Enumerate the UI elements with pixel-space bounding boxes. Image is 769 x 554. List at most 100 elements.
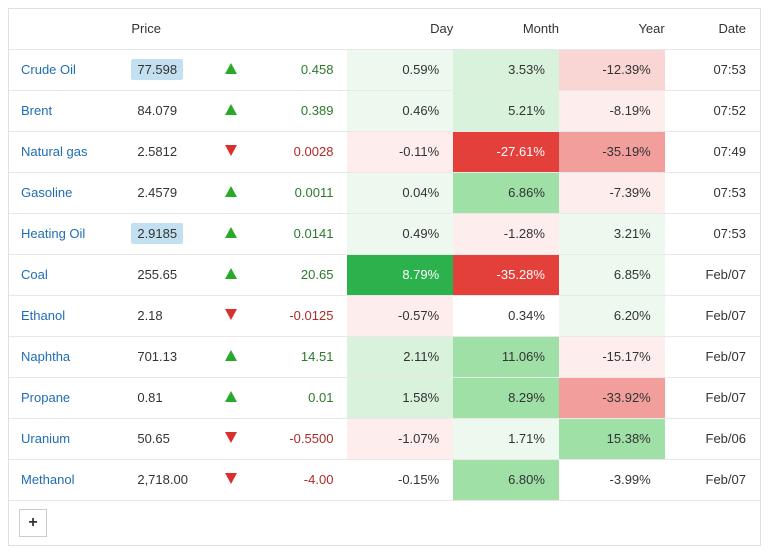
- month-pct: 8.29%: [453, 378, 559, 418]
- day-pct: 8.79%: [347, 255, 453, 295]
- col-header-date[interactable]: Date: [665, 9, 760, 49]
- change-value: 14.51: [252, 336, 347, 377]
- arrow-down-icon: [225, 432, 237, 443]
- table-header-row: Price Day Month Year Date: [9, 9, 760, 49]
- arrow-down-icon: [225, 145, 237, 156]
- month-pct: 1.71%: [453, 419, 559, 459]
- arrow-down-icon: [225, 473, 237, 484]
- col-header-arrow: [210, 9, 252, 49]
- month-pct: -35.28%: [453, 255, 559, 295]
- arrow-up-icon: [225, 391, 237, 402]
- year-pct: 6.20%: [559, 296, 665, 336]
- price-value: 2.5812: [131, 141, 183, 162]
- year-pct: 6.85%: [559, 255, 665, 295]
- date-value: Feb/06: [665, 418, 760, 459]
- change-value: 0.0028: [252, 131, 347, 172]
- change-value: -4.00: [252, 459, 347, 500]
- commodity-link[interactable]: Crude Oil: [21, 62, 76, 77]
- commodity-link[interactable]: Natural gas: [21, 144, 87, 159]
- change-value: 0.458: [252, 49, 347, 90]
- commodity-link[interactable]: Uranium: [21, 431, 70, 446]
- day-pct: 0.59%: [347, 50, 453, 90]
- month-pct: 5.21%: [453, 91, 559, 131]
- commodity-link[interactable]: Propane: [21, 390, 70, 405]
- change-value: -0.0125: [252, 295, 347, 336]
- col-header-day[interactable]: Day: [347, 9, 453, 49]
- day-pct: 2.11%: [347, 337, 453, 377]
- add-button[interactable]: +: [19, 509, 47, 537]
- month-pct: 0.34%: [453, 296, 559, 336]
- year-pct: 15.38%: [559, 419, 665, 459]
- price-value: 2.4579: [131, 182, 183, 203]
- arrow-up-icon: [225, 268, 237, 279]
- arrow-up-icon: [225, 63, 237, 74]
- month-pct: 6.86%: [453, 173, 559, 213]
- price-value: 2.9185: [131, 223, 183, 244]
- date-value: 07:53: [665, 49, 760, 90]
- month-pct: -1.28%: [453, 214, 559, 254]
- commodity-link[interactable]: Methanol: [21, 472, 74, 487]
- day-pct: -0.15%: [347, 460, 453, 500]
- price-value: 0.81: [131, 387, 168, 408]
- day-pct: 0.46%: [347, 91, 453, 131]
- price-value: 77.598: [131, 59, 183, 80]
- price-value: 84.079: [131, 100, 183, 121]
- date-value: Feb/07: [665, 254, 760, 295]
- table-row: Heating Oil2.91850.01410.49%-1.28%3.21%0…: [9, 213, 760, 254]
- table-row: Naphtha 701.13 14.512.11%11.06%-15.17%Feb/…: [9, 336, 760, 377]
- date-value: 07:53: [665, 213, 760, 254]
- change-value: 0.0011: [252, 172, 347, 213]
- date-value: Feb/07: [665, 295, 760, 336]
- price-value: 701.13: [131, 346, 183, 367]
- date-value: 07:52: [665, 90, 760, 131]
- day-pct: 0.04%: [347, 173, 453, 213]
- month-pct: 11.06%: [453, 337, 559, 377]
- arrow-up-icon: [225, 104, 237, 115]
- commodity-link[interactable]: Ethanol: [21, 308, 65, 323]
- day-pct: 0.49%: [347, 214, 453, 254]
- date-value: 07:53: [665, 172, 760, 213]
- commodity-link[interactable]: Naphtha: [21, 349, 70, 364]
- col-header-year[interactable]: Year: [559, 9, 665, 49]
- date-value: 07:49: [665, 131, 760, 172]
- col-header-price[interactable]: Price: [125, 9, 210, 49]
- col-header-month[interactable]: Month: [453, 9, 559, 49]
- commodities-table-container: Price Day Month Year Date Crude Oil 77.59…: [8, 8, 761, 546]
- month-pct: -27.61%: [453, 132, 559, 172]
- date-value: Feb/07: [665, 377, 760, 418]
- table-row: Natural gas2.58120.0028-0.11%-27.61%-35.…: [9, 131, 760, 172]
- table-row: Uranium50.65-0.5500-1.07%1.71%15.38%Feb/…: [9, 418, 760, 459]
- table-row: Methanol2,718.00-4.00-0.15%6.80%-3.99%Fe…: [9, 459, 760, 500]
- arrow-up-icon: [225, 350, 237, 361]
- table-row: Ethanol 2.18 -0.0125-0.57%0.34%6.20%Feb/07: [9, 295, 760, 336]
- commodity-link[interactable]: Gasoline: [21, 185, 72, 200]
- table-row: Coal 255.65 20.658.79%-35.28%6.85%Feb/07: [9, 254, 760, 295]
- commodity-link[interactable]: Coal: [21, 267, 48, 282]
- day-pct: -0.57%: [347, 296, 453, 336]
- change-value: -0.5500: [252, 418, 347, 459]
- date-value: Feb/07: [665, 336, 760, 377]
- year-pct: -15.17%: [559, 337, 665, 377]
- year-pct: -8.19%: [559, 91, 665, 131]
- col-header-name[interactable]: [9, 9, 125, 49]
- arrow-up-icon: [225, 186, 237, 197]
- table-row: Brent84.0790.3890.46%5.21%-8.19%07:52: [9, 90, 760, 131]
- commodity-link[interactable]: Heating Oil: [21, 226, 85, 241]
- date-value: Feb/07: [665, 459, 760, 500]
- change-value: 0.01: [252, 377, 347, 418]
- month-pct: 3.53%: [453, 50, 559, 90]
- year-pct: -35.19%: [559, 132, 665, 172]
- price-value: 255.65: [131, 264, 183, 285]
- day-pct: 1.58%: [347, 378, 453, 418]
- day-pct: -1.07%: [347, 419, 453, 459]
- year-pct: 3.21%: [559, 214, 665, 254]
- table-row: Propane0.810.011.58%8.29%-33.92%Feb/07: [9, 377, 760, 418]
- change-value: 20.65: [252, 254, 347, 295]
- year-pct: -3.99%: [559, 460, 665, 500]
- table-row: Gasoline 2.4579 0.00110.04%6.86%-7.39%07:5…: [9, 172, 760, 213]
- commodity-link[interactable]: Brent: [21, 103, 52, 118]
- price-value: 2.18: [131, 305, 168, 326]
- year-pct: -12.39%: [559, 50, 665, 90]
- year-pct: -7.39%: [559, 173, 665, 213]
- price-value: 2,718.00: [131, 469, 194, 490]
